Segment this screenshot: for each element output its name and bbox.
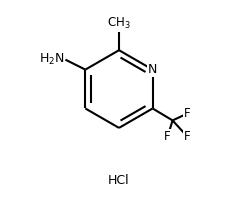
Text: F: F [184, 107, 191, 120]
Text: F: F [184, 130, 191, 143]
Text: CH$_3$: CH$_3$ [107, 16, 131, 31]
Text: HCl: HCl [108, 174, 130, 187]
Text: H$_2$N: H$_2$N [39, 52, 64, 67]
Text: F: F [164, 130, 171, 143]
Text: N: N [148, 63, 157, 76]
